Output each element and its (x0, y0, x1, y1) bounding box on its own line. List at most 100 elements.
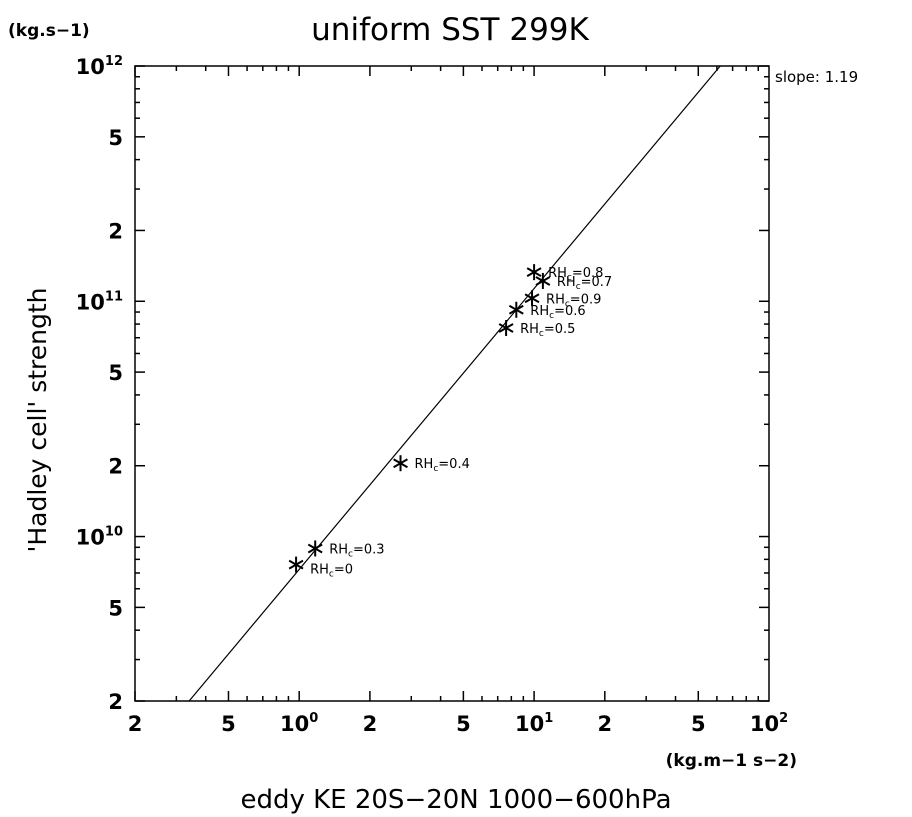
point-label-subscript: c (329, 570, 334, 580)
point-label-base: RH (415, 457, 434, 472)
y-tick-label: 1011 (76, 289, 123, 314)
y-tick-label-base: 10 (76, 290, 105, 314)
point-label-value: =0.5 (544, 322, 576, 337)
point-label: RHc=0.9 (546, 292, 601, 309)
x-tick-label-exponent: 1 (544, 711, 553, 726)
point-label-value: =0.9 (570, 292, 602, 307)
fit-line (188, 65, 721, 702)
x-tick-label-base: 2 (363, 712, 378, 736)
x-tick-label: 2 (128, 712, 143, 736)
x-tick-label-exponent: 0 (309, 711, 318, 726)
plot-frame (134, 65, 770, 702)
y-tick-label-base: 10 (76, 55, 105, 79)
x-tick-label-base: 5 (691, 712, 706, 736)
x-axis-label: eddy KE 20S−20N 1000−600hPa (240, 785, 671, 815)
data-point: RHc=0.7 (535, 272, 612, 292)
y-tick-label-exponent: 12 (105, 54, 123, 69)
marker-stroke (307, 543, 323, 554)
point-label: RHc=0.4 (415, 457, 470, 474)
y-tick-label-exponent: 10 (105, 525, 123, 540)
point-label: RHc=0 (310, 563, 353, 580)
point-label-value: =0.6 (554, 304, 586, 319)
data-point: RHc=0.3 (307, 540, 385, 559)
y-tick-label: 5 (108, 361, 123, 385)
marker-stroke (498, 323, 514, 333)
chart-title: uniform SST 299K (311, 12, 589, 48)
y-tick-label: 5 (108, 126, 123, 150)
x-tick-label-base: 5 (221, 712, 236, 736)
marker-stroke (393, 458, 408, 469)
x-tick-label: 5 (456, 712, 471, 736)
data-points: RHc=0RHc=0.3RHc=0.4RHc=0.5RHc=0.6RHc=0.9… (288, 264, 612, 580)
y-axis-label: 'Hadley cell' strength (23, 287, 52, 552)
y-tick-label-base: 2 (108, 455, 123, 479)
point-label-base: RH (546, 292, 565, 307)
marker-stroke (535, 276, 551, 286)
data-point: RHc=0.6 (508, 301, 586, 321)
x-tick-label-base: 10 (750, 712, 779, 736)
y-tick-label-exponent: 11 (105, 289, 123, 304)
y-tick-label-base: 5 (108, 596, 123, 620)
x-tick-label: 5 (221, 712, 236, 736)
x-tick-label-base: 10 (280, 712, 309, 736)
fit-line-group (188, 65, 721, 702)
point-label-base: RH (557, 275, 576, 290)
x-unit-label: (kg.m−1 s−2) (666, 751, 797, 771)
x-tick-label: 100 (280, 711, 318, 736)
x-tick-label: 5 (691, 712, 706, 736)
y-tick-label: 2 (108, 219, 123, 243)
point-label-base: RH (530, 304, 549, 319)
y-tick-label: 2 (108, 690, 123, 714)
point-label-subscript: c (539, 329, 544, 339)
point-label-subscript: c (576, 282, 581, 292)
x-tick-label-base: 2 (128, 712, 143, 736)
point-label: RHc=0.6 (530, 304, 585, 321)
data-point: RHc=0.4 (393, 455, 470, 474)
y-tick-label-base: 2 (108, 219, 123, 243)
point-label-value: =0.4 (438, 457, 470, 472)
point-label: RHc=0.7 (557, 275, 612, 292)
x-tick-label-base: 5 (456, 712, 471, 736)
x-tick-label: 102 (750, 711, 788, 736)
marker-stroke (288, 559, 304, 570)
x-tick-label-base: 2 (597, 712, 612, 736)
point-label-subscript: c (565, 299, 570, 309)
slope-annotation: slope: 1.19 (775, 68, 858, 86)
x-tick-label: 2 (597, 712, 612, 736)
data-point: RHc=0.5 (498, 319, 576, 339)
x-tick-label-exponent: 2 (779, 711, 788, 726)
point-label-base: RH (548, 266, 567, 281)
point-label-subscript: c (433, 464, 438, 474)
data-point: RHc=0.9 (524, 290, 601, 309)
y-tick-label-base: 5 (108, 361, 123, 385)
point-label: RHc=0.8 (548, 266, 603, 283)
point-label-subscript: c (549, 311, 554, 321)
y-tick-label: 1010 (76, 525, 123, 550)
x-tick-label: 101 (515, 711, 553, 736)
point-label: RHc=0.3 (329, 542, 384, 559)
data-point: RHc=0.8 (526, 264, 603, 283)
marker-stroke (508, 304, 524, 315)
y-tick-label-base: 2 (108, 690, 123, 714)
x-tick-label: 2 (363, 712, 378, 736)
x-tick-label-base: 10 (515, 712, 544, 736)
y-tick-label: 2 (108, 455, 123, 479)
point-label-value: =0.3 (353, 542, 385, 557)
point-label-base: RH (310, 563, 329, 578)
point-label-value: =0.7 (581, 275, 613, 290)
point-label-value: =0.8 (572, 266, 604, 281)
x-ticks: 2 5 100 2 5 101 2 5 102 (128, 66, 788, 736)
y-unit-label: (kg.s−1) (8, 21, 90, 41)
point-label-base: RH (520, 322, 539, 337)
marker-stroke (524, 293, 540, 304)
point-label-subscript: c (348, 549, 353, 559)
y-tick-label: 1012 (76, 54, 123, 79)
marker-stroke (526, 267, 542, 278)
data-point: RHc=0 (288, 556, 353, 580)
point-label-subscript: c (567, 273, 572, 283)
y-tick-label: 5 (108, 596, 123, 620)
y-tick-label-base: 5 (108, 126, 123, 150)
point-label-base: RH (329, 542, 348, 557)
